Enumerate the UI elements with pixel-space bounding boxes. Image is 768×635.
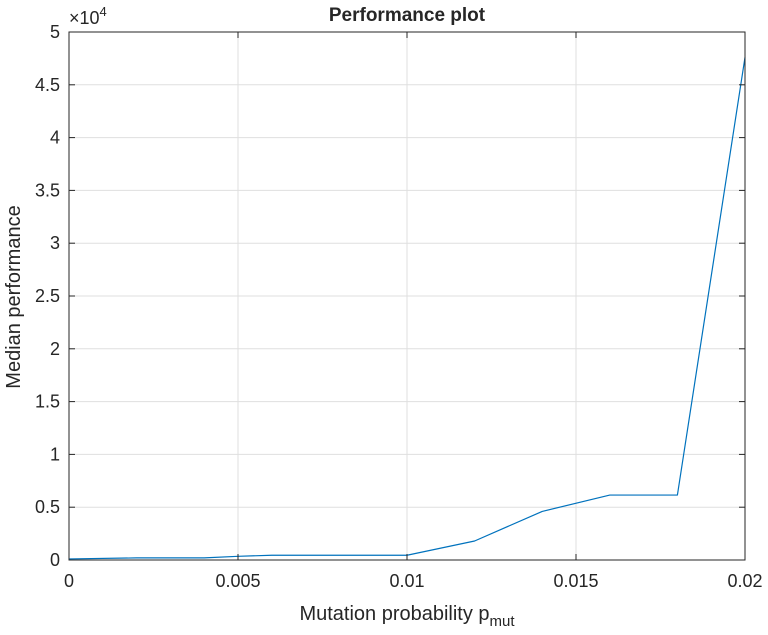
- y-tick-labels: 0 0.5 1 1.5 2 2.5 3 3.5 4 4.5 5: [35, 22, 60, 570]
- x-tick-label: 0.015: [553, 571, 598, 591]
- y-tick-label: 4: [50, 128, 60, 148]
- grid-lines: [68, 31, 746, 561]
- y-axis-label: Median performance: [3, 205, 25, 388]
- y-tick-label: 1.5: [35, 392, 60, 412]
- y-tick-label: 3.5: [35, 180, 60, 200]
- y-tick-label: 5: [50, 22, 60, 42]
- x-axis-label: Mutation probability pmut: [299, 603, 515, 630]
- y-tick-label: 2.5: [35, 286, 60, 306]
- x-tick-labels: 0 0.005 0.01 0.015 0.02: [64, 571, 763, 591]
- tick-marks: [68, 31, 746, 561]
- x-tick-label: 0.02: [727, 571, 762, 591]
- x-tick-label: 0.005: [215, 571, 260, 591]
- y-tick-label: 4.5: [35, 75, 60, 95]
- series-layer: [68, 57, 746, 560]
- x-tick-label: 0.01: [389, 571, 424, 591]
- y-tick-label: 1: [50, 444, 60, 464]
- y-tick-label: 0: [50, 550, 60, 570]
- x-tick-label: 0: [64, 571, 74, 591]
- series-line-0: [68, 57, 746, 560]
- y-tick-label: 0.5: [35, 497, 60, 517]
- y-exponent-label: ×104: [69, 4, 107, 28]
- y-tick-label: 3: [50, 233, 60, 253]
- chart-title: Performance plot: [329, 5, 486, 26]
- y-tick-label: 2: [50, 339, 60, 359]
